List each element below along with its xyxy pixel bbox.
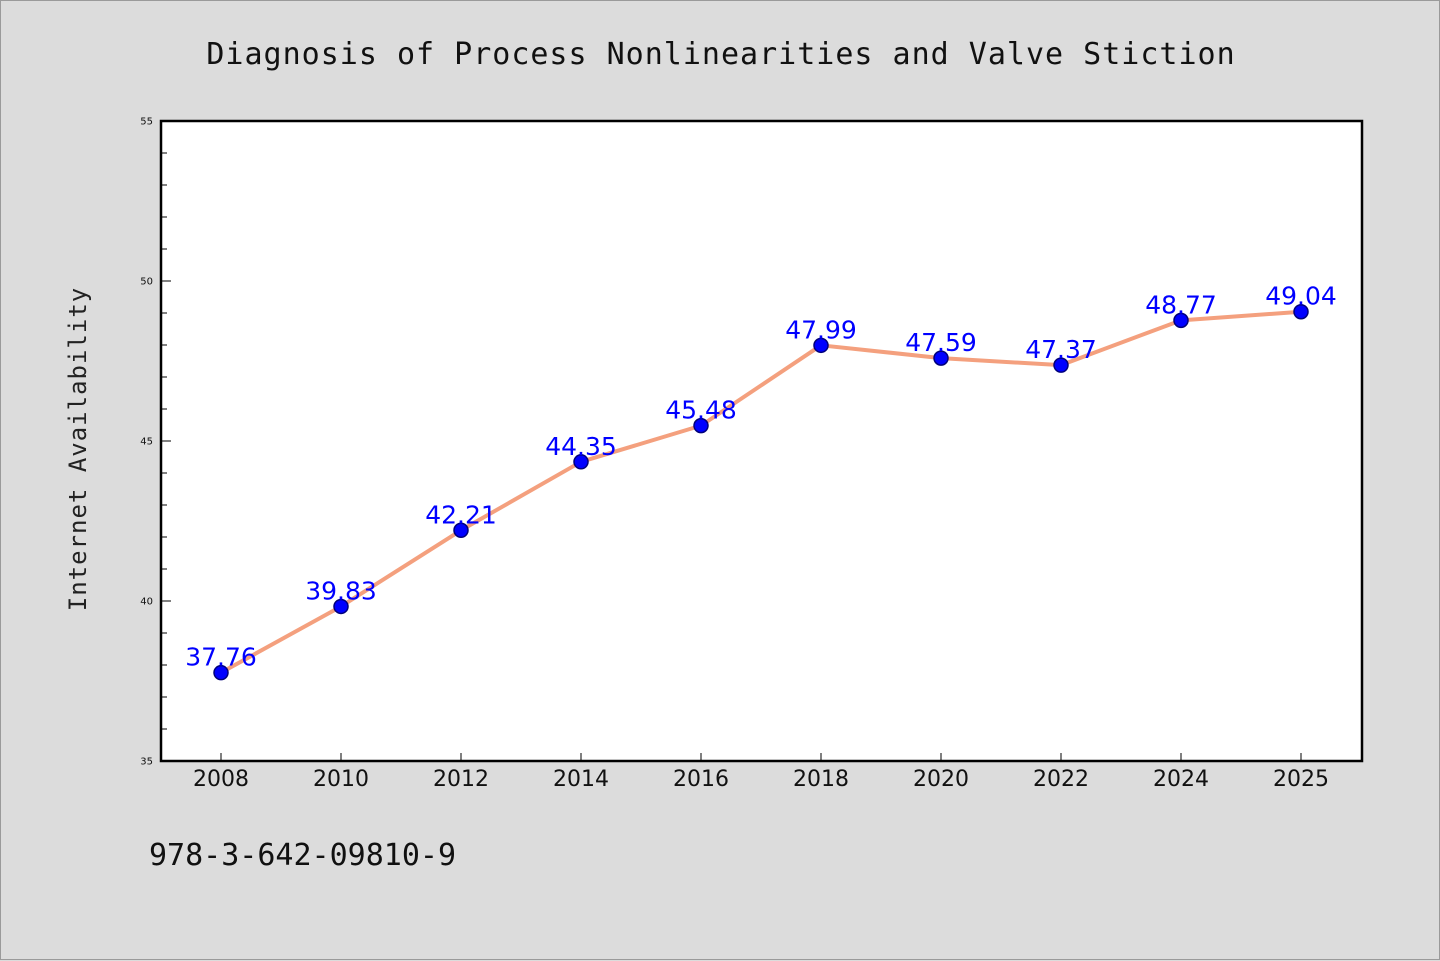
x-axis: 2008 2010 2012 2014 2016 2018 2020 2022 2024 2025 <box>193 753 1329 792</box>
isbn-footer: 978-3-642-09810-9 <box>149 838 456 873</box>
x-tick-label: 2022 <box>1033 767 1089 792</box>
x-tick-label: 2024 <box>1153 767 1209 792</box>
data-point <box>933 350 949 366</box>
data-point <box>813 337 829 354</box>
data-markers <box>213 303 1309 681</box>
x-tick-label: 2025 <box>1273 767 1329 792</box>
y-tick-label: 35 <box>140 757 153 768</box>
data-labels: 37.76 39.83 42.21 44.35 45.48 47.99 47.59 47.37… <box>185 282 1337 672</box>
y-axis: 35 40 45 50 55 <box>140 117 171 768</box>
series-line <box>220 309 1302 675</box>
data-point <box>1293 303 1309 320</box>
chart-title: Diagnosis of Process Nonlinearities and … <box>206 37 1235 72</box>
data-label: 42.21 <box>425 500 497 529</box>
data-point <box>1053 357 1069 373</box>
data-point <box>573 454 589 470</box>
data-label: 45.48 <box>665 396 737 425</box>
x-tick-label: 2010 <box>313 767 369 792</box>
data-point <box>453 522 469 539</box>
data-point <box>333 598 349 615</box>
data-label: 37.76 <box>185 643 257 672</box>
data-point <box>693 417 709 434</box>
x-tick-label: 2018 <box>793 767 849 792</box>
x-tick-label: 2012 <box>433 767 489 792</box>
x-tick-label: 2014 <box>553 767 609 792</box>
y-tick-label: 45 <box>140 437 153 448</box>
x-tick-label: 2008 <box>193 767 249 792</box>
x-tick-label: 2016 <box>673 767 729 792</box>
data-label: 47.59 <box>905 328 977 357</box>
y-tick-label: 50 <box>140 277 153 288</box>
data-point <box>1173 312 1189 329</box>
data-label: 47.99 <box>785 315 857 344</box>
data-label: 47.37 <box>1025 335 1097 364</box>
y-axis-label: Internet Availability <box>64 287 92 611</box>
data-label: 49.04 <box>1265 282 1337 311</box>
data-label: 44.35 <box>545 432 617 461</box>
data-label: 39.83 <box>305 576 377 605</box>
y-tick-label: 40 <box>140 597 153 608</box>
data-point <box>213 664 229 681</box>
y-tick-label: 55 <box>140 117 153 128</box>
plot-area <box>159 119 1364 763</box>
x-tick-label: 2020 <box>913 767 969 792</box>
data-label: 48.77 <box>1145 290 1217 319</box>
